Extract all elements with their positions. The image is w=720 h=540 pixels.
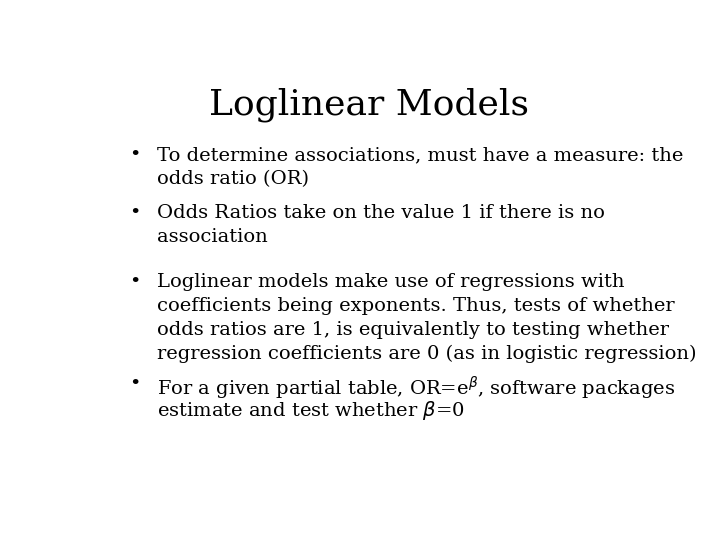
Text: odds ratio (OR): odds ratio (OR) — [157, 170, 309, 188]
Text: •: • — [129, 204, 140, 222]
Text: For a given partial table, OR=e$^{\beta}$, software packages: For a given partial table, OR=e$^{\beta}… — [157, 375, 675, 402]
Text: Odds Ratios take on the value 1 if there is no: Odds Ratios take on the value 1 if there… — [157, 204, 605, 222]
Text: •: • — [129, 273, 140, 291]
Text: odds ratios are 1, is equivalently to testing whether: odds ratios are 1, is equivalently to te… — [157, 321, 669, 339]
Text: regression coefficients are 0 (as in logistic regression): regression coefficients are 0 (as in log… — [157, 345, 696, 363]
Text: association: association — [157, 228, 268, 246]
Text: •: • — [129, 375, 140, 393]
Text: To determine associations, must have a measure: the: To determine associations, must have a m… — [157, 146, 683, 164]
Text: •: • — [129, 146, 140, 164]
Text: Loglinear Models: Loglinear Models — [209, 87, 529, 122]
Text: Loglinear models make use of regressions with: Loglinear models make use of regressions… — [157, 273, 624, 291]
Text: estimate and test whether $\beta$=0: estimate and test whether $\beta$=0 — [157, 399, 464, 422]
Text: coefficients being exponents. Thus, tests of whether: coefficients being exponents. Thus, test… — [157, 297, 675, 315]
